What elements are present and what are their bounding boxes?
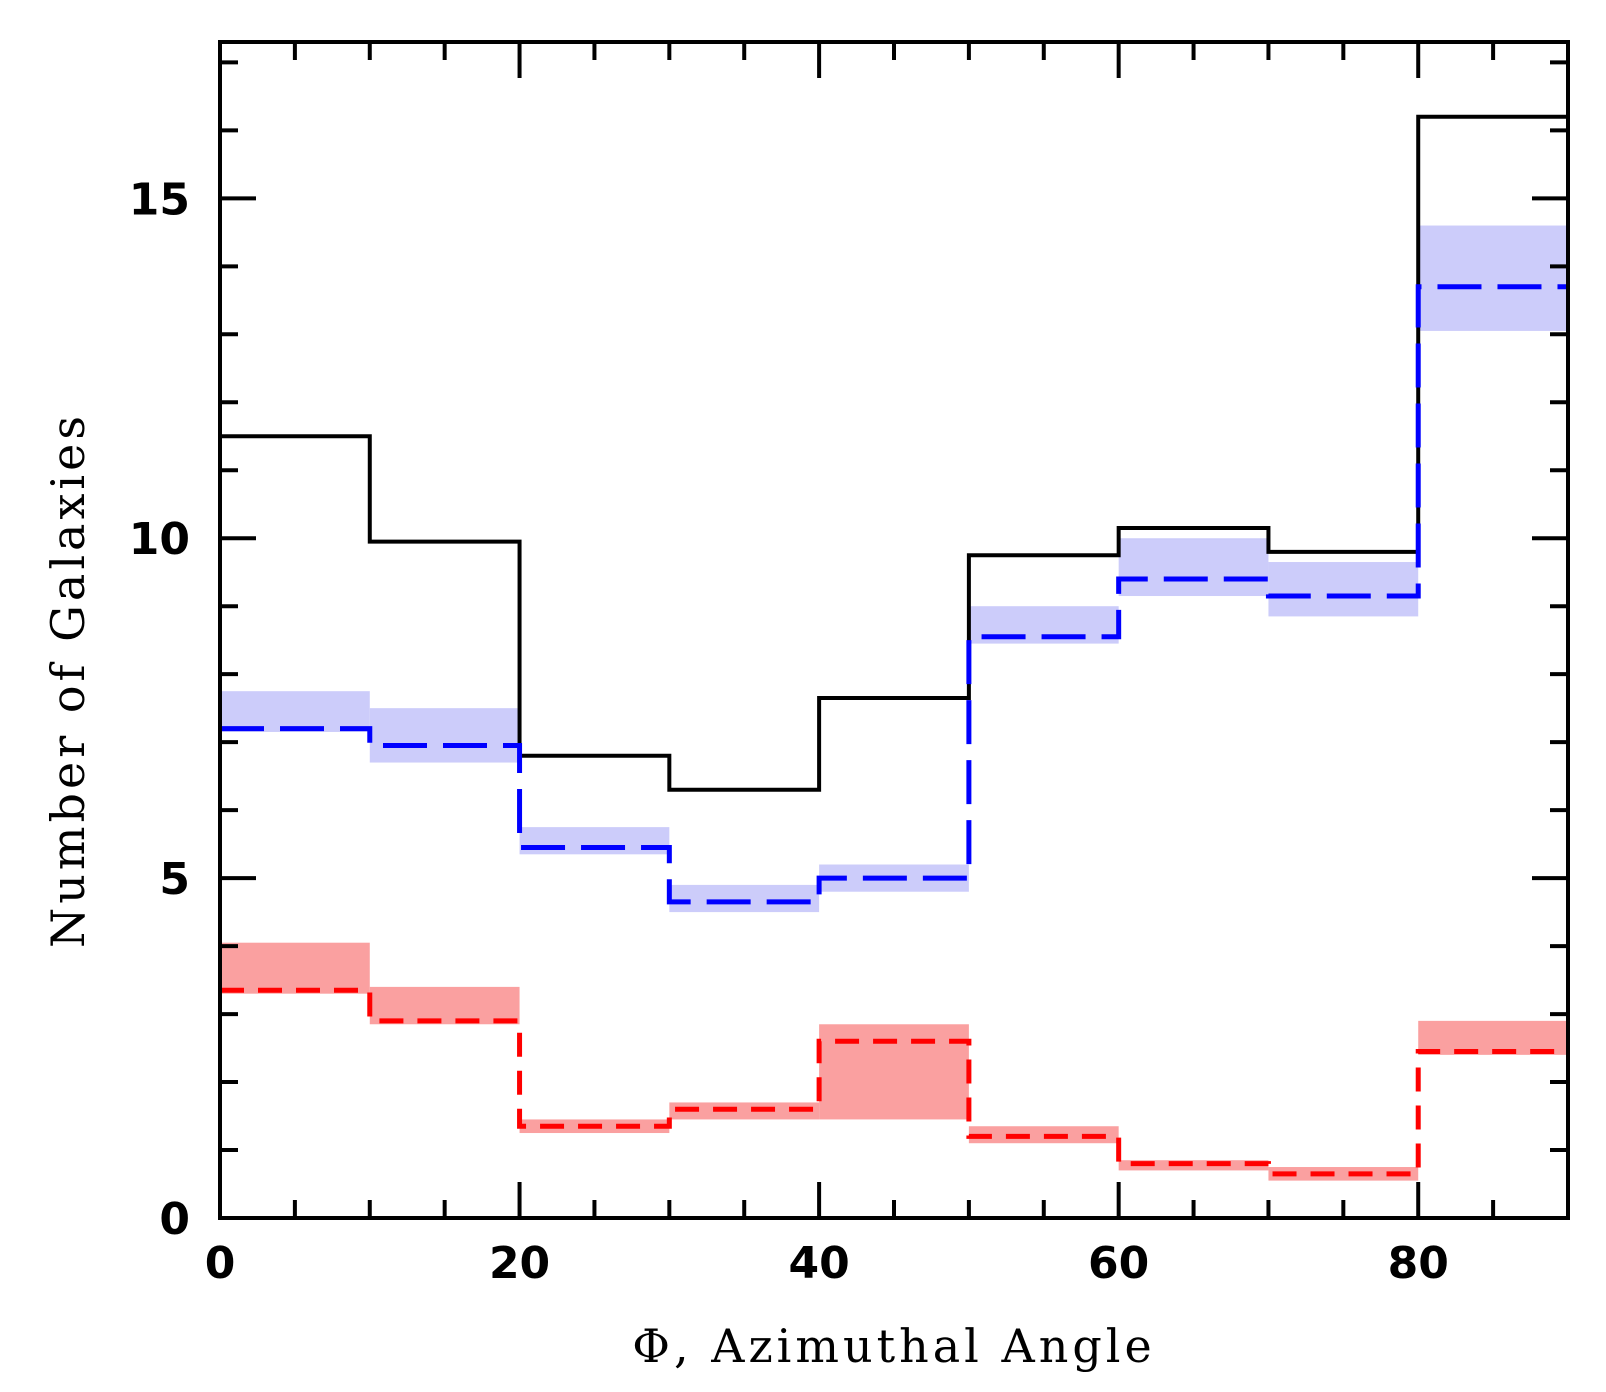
x-tick-label: 20	[489, 1238, 550, 1289]
x-axis-title: Φ, Azimuthal Angle	[632, 1319, 1155, 1373]
band-2-bin-3	[669, 1102, 820, 1120]
band-2-bin-0	[220, 942, 370, 994]
x-tick-label: 0	[205, 1238, 236, 1289]
band-1-bin-2	[519, 827, 670, 855]
band-1-bin-6	[1118, 538, 1269, 597]
x-tick-labels: 0 20 40 60 80	[205, 1238, 1449, 1289]
histogram-lines	[220, 114, 1568, 1177]
y-tick-label: 5	[159, 854, 190, 905]
band-1-bin-1	[369, 708, 520, 763]
x-tick-label: 40	[788, 1238, 849, 1289]
band-1-bin-7	[1268, 562, 1419, 617]
y-tick-label: 0	[159, 1194, 190, 1245]
y-tick-label: 10	[129, 514, 190, 565]
band-2-bin-6	[1118, 1160, 1269, 1171]
error-bands	[220, 225, 1568, 1181]
band-2-bin-7	[1268, 1167, 1419, 1181]
band-1-bin-8	[1418, 225, 1568, 331]
band-1-bin-0	[220, 691, 370, 732]
plot-frame	[218, 40, 1570, 1220]
series-line-0	[220, 114, 1568, 792]
x-tick-label: 60	[1088, 1238, 1149, 1289]
band-2-bin-1	[369, 986, 520, 1025]
series-line-2	[220, 987, 1568, 1177]
band-1-bin-3	[669, 884, 820, 913]
y-tick-label: 15	[129, 174, 190, 225]
x-tick-label: 80	[1388, 1238, 1449, 1289]
y-axis-title: Number of Galaxies	[41, 412, 95, 948]
band-2-bin-4	[819, 1024, 969, 1120]
y-tick-labels: 0 5 10 15	[129, 174, 190, 1245]
band-2-bin-5	[968, 1126, 1119, 1144]
series-line-1	[220, 284, 1568, 905]
